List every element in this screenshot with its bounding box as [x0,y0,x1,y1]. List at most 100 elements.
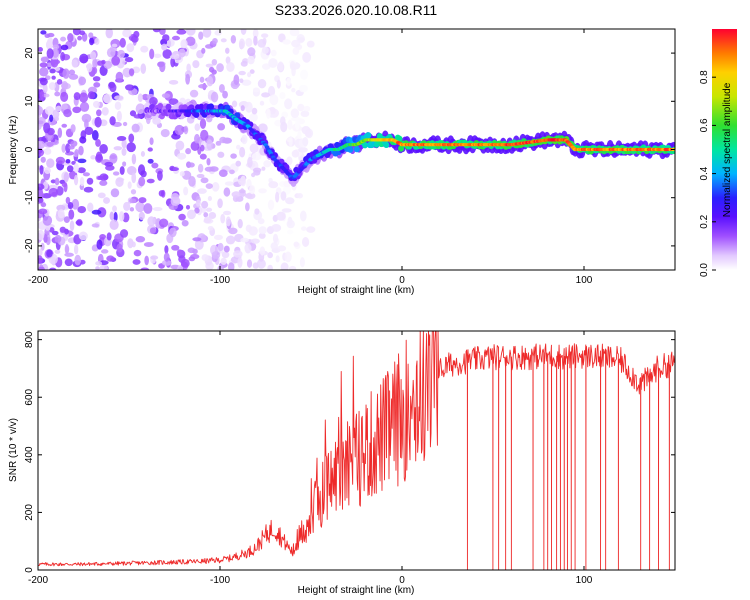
heatmap-noise-blob [244,243,252,254]
heatmap-noise-blob [99,143,108,154]
heatmap-noise-blob [99,180,108,186]
heatmap-noise-blob [121,147,127,156]
heatmap-noise-blob [256,258,266,269]
heatmap-noise-blob [138,176,146,187]
heatmap-noise-blob [68,145,75,150]
heatmap-noise-blob [245,101,253,113]
heatmap-noise-blob [54,234,62,243]
heatmap-noise-blob [92,100,100,108]
heatmap-noise-blob [143,203,153,214]
heatmap-noise-blob [216,63,224,73]
heatmap-noise-blob [249,184,256,195]
heatmap-noise-blob [74,149,79,158]
heatmap-noise-blob [149,137,154,146]
heatmap-noise-blob [168,79,179,85]
heatmap-noise-blob [297,37,305,43]
heatmap-noise-blob [122,121,128,127]
heatmap-noise-blob [161,93,171,99]
heatmap-noise-blob [127,238,134,249]
heatmap-noise-blob [89,37,95,46]
heatmap-noise-blob [240,237,249,243]
heatmap-noise-blob [286,156,293,166]
heatmap-noise-blob [203,216,212,224]
y-tick-label: 10 [24,95,35,107]
heatmap-noise-blob [65,196,71,205]
heatmap-noise-blob [60,44,69,51]
heatmap-noise-blob [65,159,71,164]
heatmap-noise-blob [88,32,94,39]
heatmap-noise-blob [235,144,241,150]
heatmap-noise-blob [252,167,262,173]
heatmap-noise-blob [251,107,258,115]
x-tick-label: -100 [210,275,230,286]
heatmap-noise-blob [164,245,169,254]
heatmap-noise-blob [56,204,66,212]
heatmap-noise-blob [301,237,310,247]
heatmap-noise-blob [249,69,255,74]
heatmap-noise-blob [38,229,45,241]
heatmap-noise-blob [73,174,79,186]
heatmap-ridge-band [396,135,403,142]
heatmap-noise-blob [39,62,48,68]
heatmap-noise-blob [253,35,258,46]
heatmap-noise-blob [42,83,48,94]
heatmap-noise-blob [185,36,196,46]
heatmap-noise-blob [42,215,53,226]
heatmap-noise-blob [247,47,256,57]
heatmap-noise-blob [113,146,123,151]
heatmap-noise-blob [109,116,116,126]
colorbar-tick-label: 0.0 [699,263,710,277]
heatmap-noise-blob [188,256,196,262]
heatmap-noise-blob [297,130,302,139]
heatmap-noise-blob [75,219,83,226]
heatmap-noise-blob [152,206,163,212]
heatmap-noise-blob [246,259,253,268]
snr-x-ticks: -200 -100 0 100 [28,331,593,586]
heatmap-noise-blob [198,84,208,89]
heatmap-noise-blob [105,29,113,39]
y-tick-label: 0 [24,146,35,152]
heatmap-noise-blob [104,161,114,167]
heatmap-noise-blob [91,223,100,228]
heatmap-noise-blob [92,76,101,82]
heatmap-noise-blob [159,29,166,36]
heatmap-noise-blob [123,201,131,211]
heatmap-noise-blob [194,123,201,131]
heatmap-noise-blob [259,100,265,106]
heatmap-noise-blob [38,255,43,264]
y-tick-label: 20 [24,47,35,59]
heatmap-noise-blob [89,51,97,60]
heatmap-noise-blob [157,170,163,181]
heatmap-noise-blob [225,216,231,227]
heatmap-noise-blob [185,148,192,155]
heatmap-noise-blob [79,177,85,187]
heatmap-noise-blob [271,224,282,232]
heatmap-noise-blob [41,193,52,199]
heatmap-noise-blob [116,177,125,182]
heatmap-noise-blob [49,114,54,122]
heatmap-noise-blob [44,106,55,116]
heatmap-noise-blob [188,176,196,187]
heatmap-noise-blob [119,166,125,175]
heatmap-noise-blob [40,156,46,163]
heatmap-noise-blob [180,258,190,268]
heatmap-noise-blob [38,123,42,130]
heatmap-noise-blob [188,162,195,168]
heatmap-noise-blob [279,91,286,100]
heatmap-noise-blob [280,262,289,270]
heatmap-noise-blob [71,59,79,68]
heatmap-noise-blob [286,77,292,86]
heatmap-noise-blob [138,197,147,204]
heatmap-noise-blob [267,264,273,270]
heatmap-noise-blob [162,34,170,42]
colorbar-gradient [712,29,737,270]
heatmap-noise-blob [54,177,60,186]
heatmap-noise-blob [230,35,237,44]
y-tick-label: -20 [24,238,35,253]
heatmap-noise-blob [201,47,206,54]
heatmap-noise-blob [64,244,70,255]
heatmap-noise-blob [202,29,212,38]
heatmap-noise-blob [63,172,69,183]
y-tick-label: 200 [24,504,35,521]
